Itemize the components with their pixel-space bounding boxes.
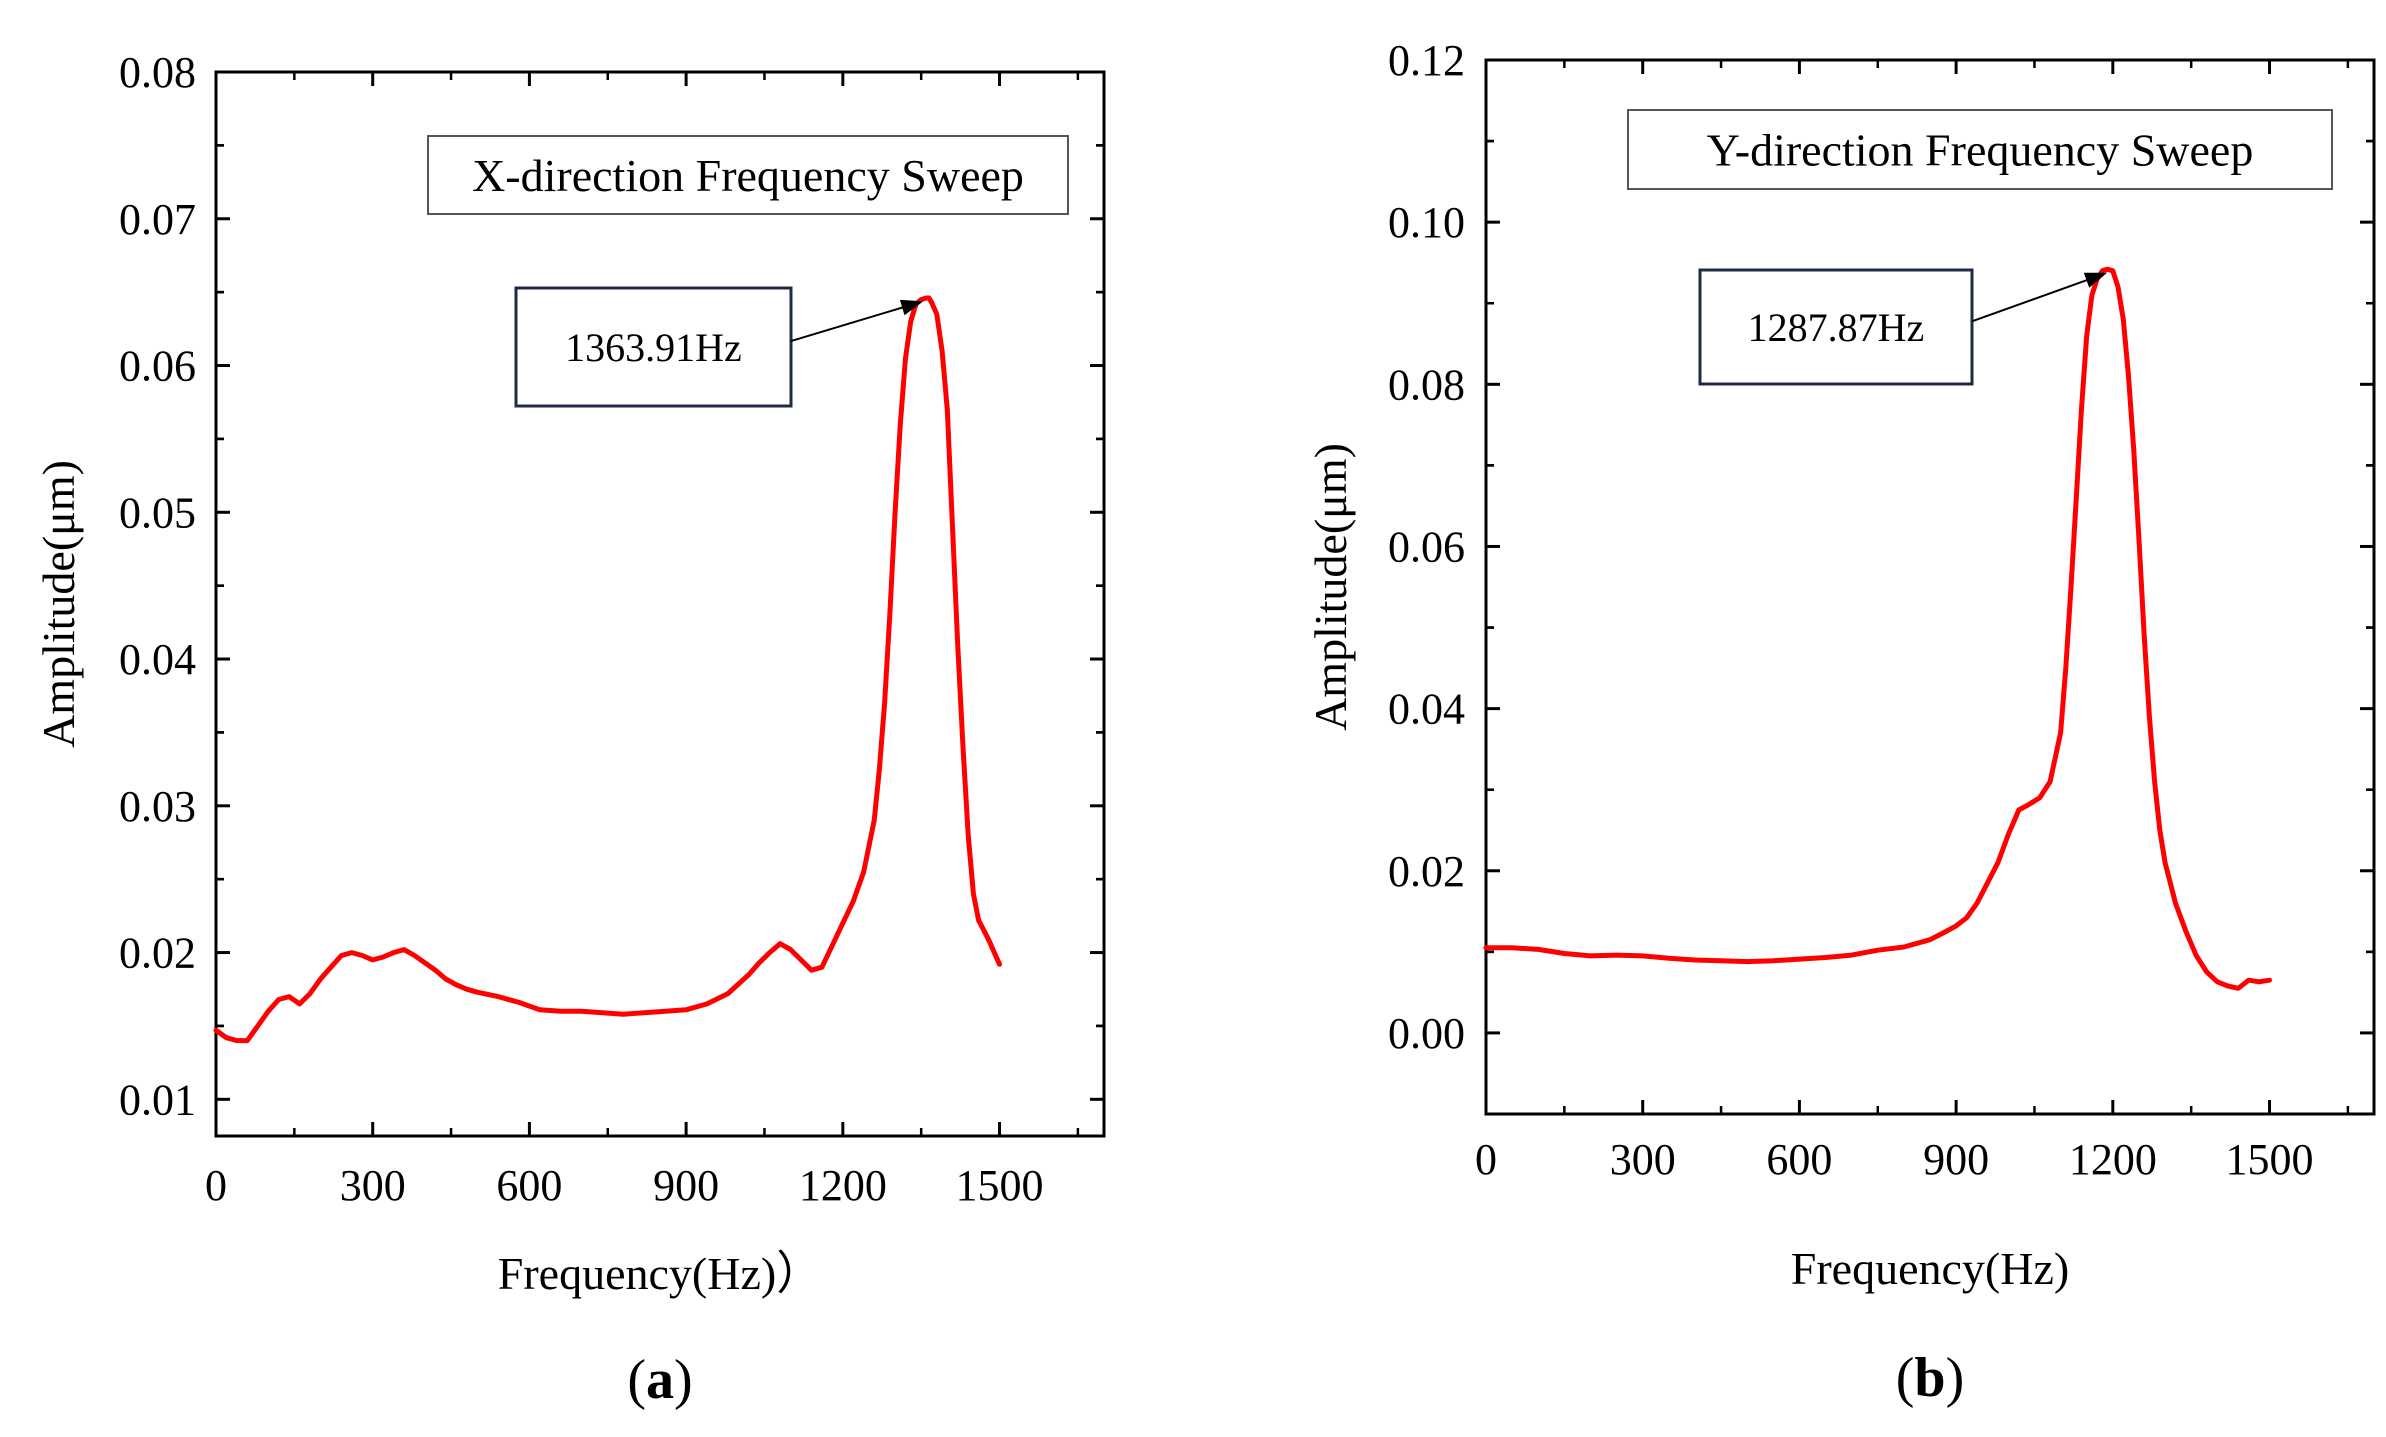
y-axis-title: Amplitude(μm) <box>1305 443 1356 731</box>
peak-annotation-box <box>514 286 793 408</box>
sweep-title-box <box>1627 109 2333 190</box>
series-line-1 <box>213 295 1002 1044</box>
x-tick-label: 300 <box>340 1161 406 1210</box>
panel-letter: b <box>1914 1347 1945 1409</box>
plot-frame <box>1484 58 2376 1116</box>
sweep-title: Y-direction Frequency Sweep <box>1707 125 2254 176</box>
peak-arrow-head <box>899 299 924 316</box>
peak-annotation-label: 1363.91Hz <box>565 325 742 370</box>
chart-panel-a: 0 300 600 900 1200 1500 0.01 0.02 0.03 0.04 0.05 0.… <box>33 48 1106 1411</box>
x-tick-label: 0 <box>205 1161 227 1210</box>
sweep-title: X-direction Frequency Sweep <box>472 150 1024 201</box>
x-tick-label: 600 <box>496 1161 562 1210</box>
x-tick-label: 1500 <box>2226 1135 2314 1184</box>
peak-annotation-label: 1287.87Hz <box>1748 305 1925 350</box>
y-tick-label: 0.01 <box>119 1075 196 1124</box>
plot-frame <box>214 70 1106 1138</box>
panel-letter: a <box>646 1349 674 1411</box>
series-line-1 <box>1483 266 2272 991</box>
chart-panel-b: 0 300 600 900 1200 1500 0.00 0.02 0.04 0.06 0.08 0.… <box>1305 36 2376 1409</box>
y-tick-label: 0.12 <box>1388 36 1465 85</box>
panel-label: (b) <box>1896 1347 1964 1409</box>
x-tick-label: 600 <box>1766 1135 1832 1184</box>
y-tick-label: 0.06 <box>1388 522 1465 571</box>
peak-arrow-line <box>1971 276 2095 323</box>
y-tick-label: 0.02 <box>119 929 196 978</box>
sweep-title-box <box>427 135 1069 215</box>
x-tick-label: 0 <box>1475 1135 1497 1184</box>
x-axis-title: Frequency(Hz) <box>1791 1243 2069 1294</box>
peak-arrow-head <box>2083 272 2108 288</box>
x-axis-title: Frequency(Hz)） <box>498 1248 822 1299</box>
y-tick-label: 0.08 <box>1388 360 1465 409</box>
x-tick-label: 1200 <box>799 1161 887 1210</box>
x-tick-label: 1500 <box>956 1161 1044 1210</box>
y-tick-label: 0.08 <box>119 48 196 97</box>
y-tick-label: 0.07 <box>119 195 196 244</box>
x-tick-label: 1200 <box>2069 1135 2157 1184</box>
y-tick-label: 0.04 <box>1388 685 1465 734</box>
y-tick-label: 0.04 <box>119 635 196 684</box>
peak-arrow-line <box>790 304 911 343</box>
x-tick-label: 900 <box>653 1161 719 1210</box>
y-tick-label: 0.03 <box>119 782 196 831</box>
x-tick-label: 300 <box>1610 1135 1676 1184</box>
y-tick-label: 0.00 <box>1388 1009 1465 1058</box>
x-tick-label: 900 <box>1923 1135 1989 1184</box>
y-tick-label: 0.05 <box>119 488 196 537</box>
y-axis-title: Amplitude(μm) <box>33 460 84 748</box>
y-tick-label: 0.06 <box>119 342 196 391</box>
y-tick-label: 0.10 <box>1388 198 1465 247</box>
panel-label: (a) <box>627 1349 692 1411</box>
peak-annotation-box <box>1698 268 1974 386</box>
y-tick-label: 0.02 <box>1388 847 1465 896</box>
